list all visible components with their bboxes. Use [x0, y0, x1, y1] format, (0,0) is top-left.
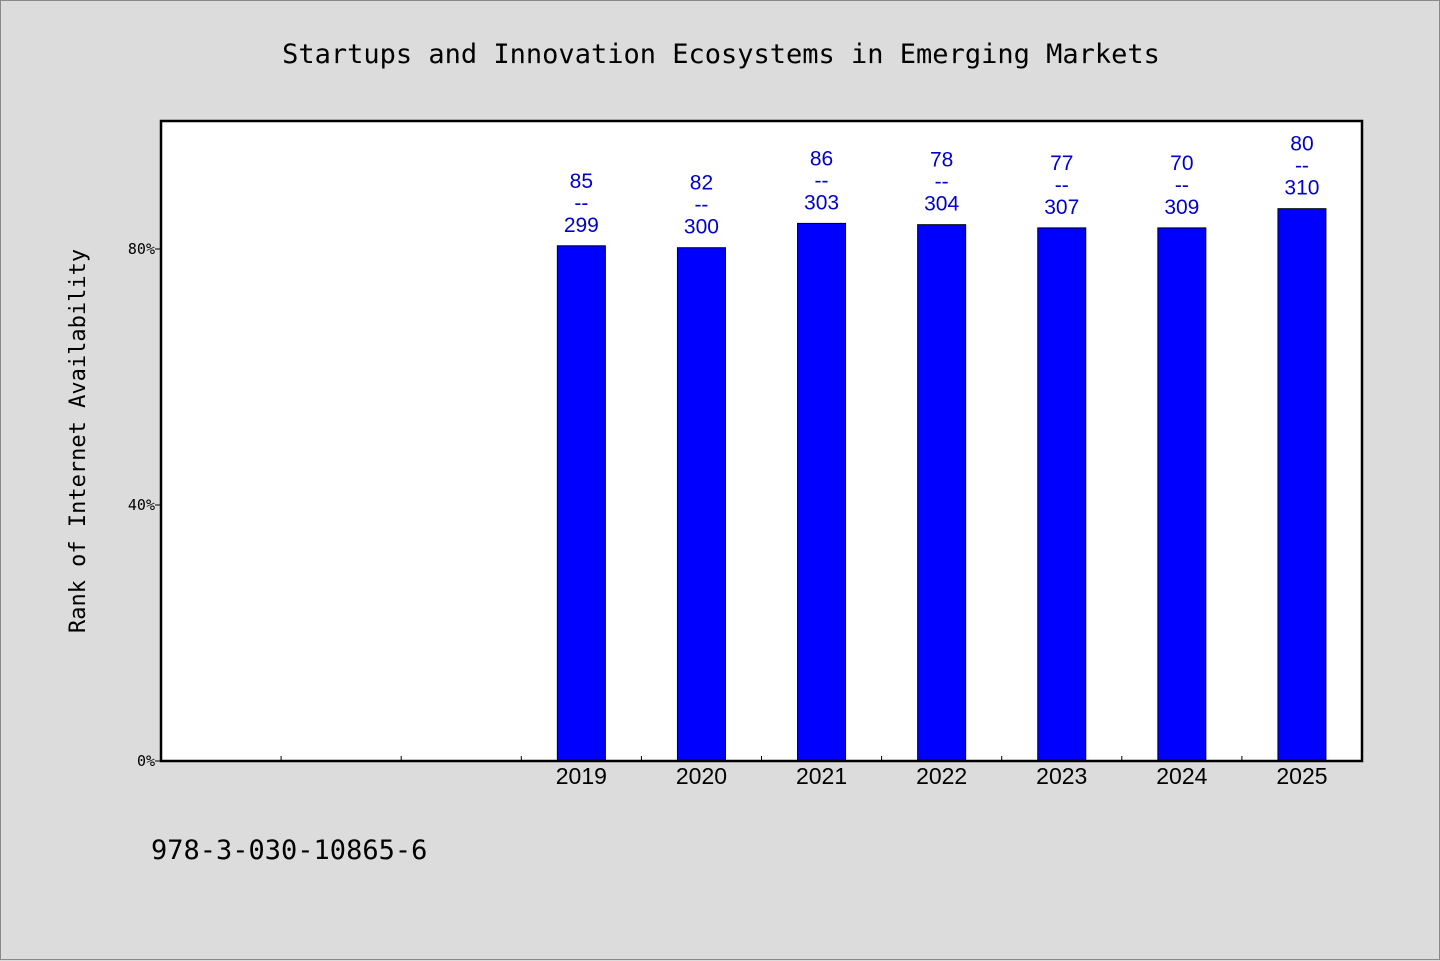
- x-tick-label: 2025: [1276, 763, 1327, 789]
- x-tick-label: 2020: [676, 763, 727, 789]
- bar: [917, 224, 967, 762]
- chart-title: Startups and Innovation Ecosystems in Em…: [282, 39, 1160, 70]
- data-label: 85 --299: [564, 170, 599, 237]
- bar: [1277, 208, 1327, 762]
- bar: [676, 247, 726, 762]
- x-tick-label: 2023: [1036, 763, 1087, 789]
- data-label: 82 --300: [684, 172, 719, 239]
- x-tick-label: 2019: [556, 763, 607, 789]
- data-label: 78 --304: [924, 149, 959, 216]
- y-tick-label: 40%: [128, 496, 155, 514]
- bar: [797, 222, 847, 762]
- data-label: 77 --307: [1044, 152, 1079, 219]
- y-tick-label: 80%: [128, 240, 155, 258]
- bar: [556, 245, 606, 762]
- y-axis-label: Rank of Internet Availability: [66, 249, 91, 633]
- x-tick-label: 2021: [796, 763, 847, 789]
- bar: [1037, 227, 1087, 762]
- y-tick-label: 0%: [137, 752, 155, 770]
- data-label: 80 --310: [1284, 133, 1319, 200]
- data-label: 70 --309: [1164, 152, 1199, 219]
- data-label: 86 --303: [804, 147, 839, 214]
- x-tick-label: 2022: [916, 763, 967, 789]
- plot-border: [159, 119, 1364, 763]
- footnote-identifier: 978-3-030-10865-6: [151, 835, 428, 866]
- bar: [1157, 227, 1207, 762]
- chart-marks: 0% 40% 80% 2019 85 --299 2020 82 --300 2021 86 --30…: [128, 133, 1328, 789]
- x-tick-label: 2024: [1156, 763, 1207, 789]
